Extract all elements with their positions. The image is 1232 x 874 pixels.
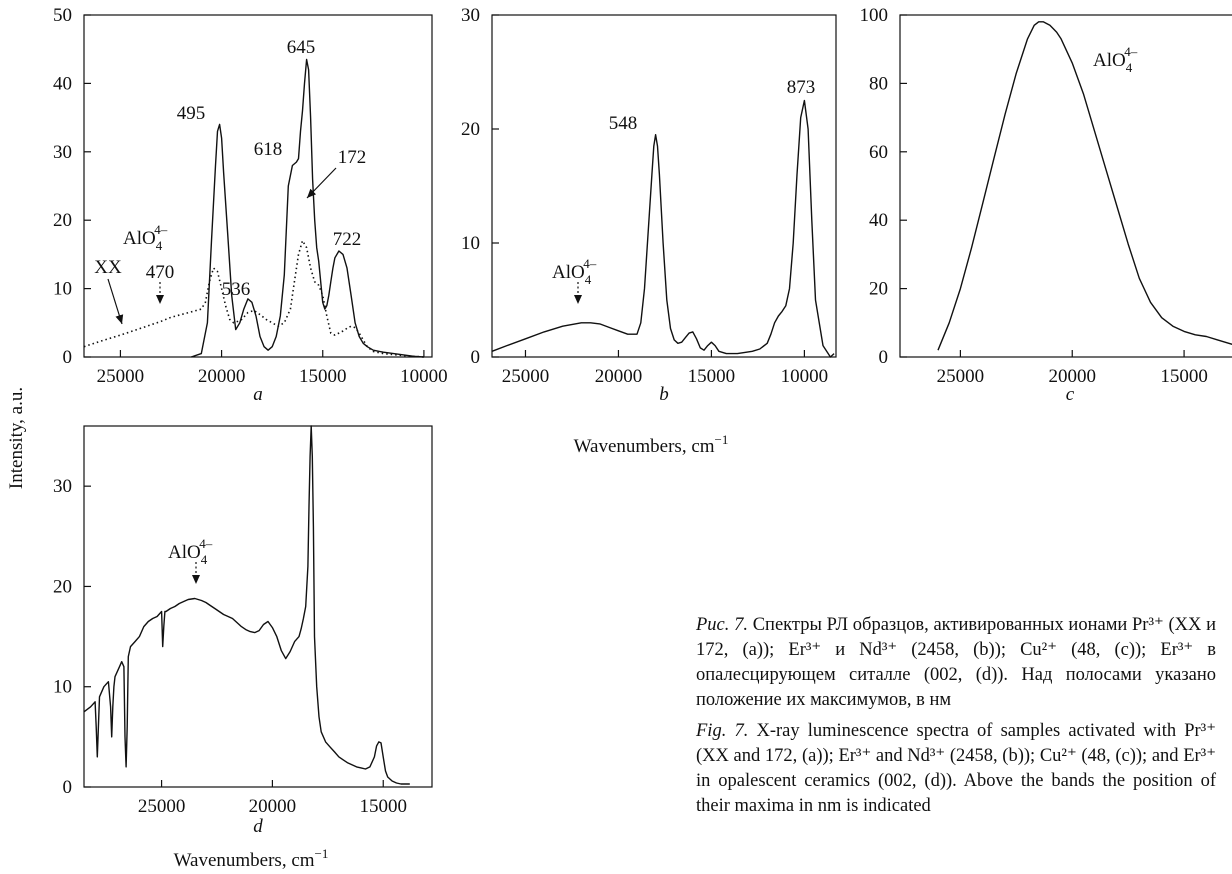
- series-line-d-0: [83, 425, 410, 785]
- annotation-alo-text: AlO: [1093, 50, 1126, 71]
- x-tick-label: 10000: [400, 366, 448, 387]
- y-tick-label: 20: [53, 576, 72, 597]
- caption-en-text: X-ray luminescence spectra of samples ac…: [696, 721, 1216, 816]
- annotation-label: 548: [609, 113, 638, 134]
- x-tick-label: 15000: [1160, 366, 1208, 387]
- figure-caption: Рис. 7. Спектры РЛ образцов, активирован…: [696, 613, 1216, 825]
- annotation-alo-sub: 4: [585, 272, 592, 287]
- panel-b: 0 10 20 30 25000 20000 15000 10000 b 548 873 AlO44–: [461, 5, 837, 405]
- panel-d: 0 10 20 30 25000 20000 15000 d AlO44–: [53, 425, 433, 837]
- y-tick-label: 0: [471, 347, 481, 368]
- x-tick-label: 15000: [359, 796, 407, 817]
- panel-label-d: d: [253, 816, 263, 837]
- x-tick-label: 20000: [1048, 366, 1096, 387]
- annotation-label: 172: [338, 147, 367, 168]
- annotation-alo-text: AlO: [168, 542, 201, 563]
- annotation-alo-sup: 4–: [199, 536, 213, 551]
- y-tick-label: 10: [53, 279, 72, 300]
- y-axis-label: Intensity, a.u.: [6, 387, 27, 489]
- panel-label-a: a: [253, 384, 263, 405]
- x-tick-label: 25000: [937, 366, 985, 387]
- annotation-alo-sup: 4–: [154, 222, 168, 237]
- panel-label-c: c: [1066, 384, 1075, 405]
- y-tick-label: 0: [63, 777, 73, 798]
- y-tick-label: 80: [869, 73, 888, 94]
- plot-frame-a: [83, 14, 433, 358]
- caption-ru-prefix: Рис. 7.: [696, 615, 748, 635]
- y-tick-label: 10: [53, 677, 72, 698]
- x-tick-label: 25000: [502, 366, 550, 387]
- y-tick-label: 50: [53, 5, 72, 26]
- series-line-b-0: [491, 99, 835, 358]
- y-tick-label: 20: [53, 210, 72, 231]
- annotation-alo-text: AlO: [552, 262, 585, 283]
- annotation-alo-sub: 4: [156, 238, 163, 253]
- series-line-a-1: [83, 239, 424, 358]
- y-tick-label: 40: [869, 210, 888, 231]
- y-tick-label: 10: [461, 233, 480, 254]
- panel-c: 0 20 40 60 80 100 25000 20000 15000 c AlO44–: [860, 5, 1232, 405]
- y-tick-label: 100: [860, 5, 889, 26]
- annotation-alo: AlO44–: [168, 536, 213, 567]
- caption-en-prefix: Fig. 7.: [696, 721, 749, 741]
- y-tick-label: 0: [879, 347, 889, 368]
- annotation-label: 645: [287, 37, 316, 58]
- plot-frame-b: [491, 14, 837, 358]
- x-tick-label: 25000: [138, 796, 186, 817]
- annotation-alo-text: AlO: [123, 228, 156, 249]
- annotation-alo-sup: 4–: [583, 256, 597, 271]
- annotation-label: 536: [222, 279, 251, 300]
- annotation-label: XX: [94, 257, 122, 278]
- y-tick-label: 20: [461, 119, 480, 140]
- annotation-label: 470: [146, 262, 175, 283]
- x-tick-label: 20000: [198, 366, 246, 387]
- annotation-alo: AlO44–: [552, 256, 597, 287]
- annotation-arrow: [306, 167, 337, 199]
- x-tick-label: 20000: [595, 366, 643, 387]
- annotation-alo: AlO44–: [1093, 44, 1138, 75]
- y-tick-label: 60: [869, 142, 888, 163]
- y-tick-label: 30: [461, 5, 480, 26]
- annotation-arrow: [107, 278, 124, 325]
- annotation-label: 722: [333, 229, 362, 250]
- x-tick-label: 15000: [299, 366, 347, 387]
- x-axis-label-d: Wavenumbers, cm−1: [174, 846, 329, 871]
- annotation-alo-sub: 4: [1126, 60, 1133, 75]
- caption-ru: Рис. 7. Спектры РЛ образцов, активирован…: [696, 613, 1216, 713]
- annotation-label: 618: [254, 139, 283, 160]
- y-tick-label: 30: [53, 476, 72, 497]
- x-axis-label-d-text: Wavenumbers, cm: [174, 850, 315, 871]
- annotation-alo-sup: 4–: [1124, 44, 1138, 59]
- y-tick-label: 0: [63, 347, 73, 368]
- x-axis-label-d-exp: −1: [315, 846, 329, 861]
- annotation-alo-sub: 4: [201, 552, 208, 567]
- y-tick-label: 20: [869, 279, 888, 300]
- x-tick-label: 25000: [97, 366, 145, 387]
- series-line-a-0: [190, 58, 424, 358]
- x-tick-label: 15000: [688, 366, 736, 387]
- annotation-alo: AlO44–: [123, 222, 168, 253]
- annotation-label: 873: [787, 77, 816, 98]
- series-line-c-0: [937, 21, 1232, 351]
- caption-en: Fig. 7. X-ray luminescence spectra of sa…: [696, 719, 1216, 819]
- y-tick-label: 40: [53, 73, 72, 94]
- x-tick-label: 10000: [781, 366, 829, 387]
- x-axis-label-b: Wavenumbers, cm−1: [574, 432, 729, 457]
- panel-label-b: b: [659, 384, 669, 405]
- caption-ru-text: Спектры РЛ образцов, активированных иона…: [696, 615, 1217, 710]
- plot-frame-c: [899, 14, 1232, 358]
- plot-frame-d: [83, 425, 433, 788]
- y-tick-label: 30: [53, 142, 72, 163]
- x-axis-label-b-text: Wavenumbers, cm: [574, 436, 715, 457]
- annotation-label: 495: [177, 103, 206, 124]
- panel-a: 0 10 20 30 40 50 25000 20000 15000 10000 a 495 645 61…: [53, 5, 448, 405]
- x-tick-label: 20000: [249, 796, 297, 817]
- x-axis-label-b-exp: −1: [715, 432, 729, 447]
